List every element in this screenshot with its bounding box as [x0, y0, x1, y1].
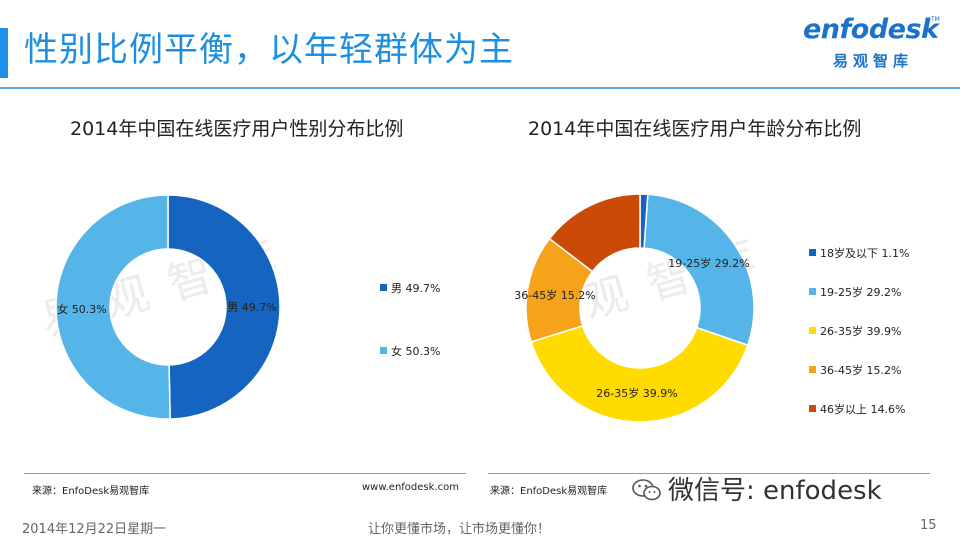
chart1-slice-1 — [55, 194, 171, 420]
chart2-data-label-1: 19-25岁 29.2% — [668, 256, 749, 270]
chart1-legend-swatch-1 — [380, 347, 387, 354]
title-divider — [0, 87, 960, 89]
chart1-data-label-1: 女 50.3% — [57, 302, 106, 316]
logo-text: enfodesk — [803, 14, 939, 45]
page-title: 性别比例平衡，以年轻群体为主 — [24, 30, 514, 70]
chart2-legend-swatch-3 — [809, 366, 816, 373]
chart2-legend-label-3: 36-45岁 15.2% — [820, 364, 902, 377]
chart2-slice-4 — [548, 193, 641, 273]
chart2-legend-label-0: 18岁及以下 1.1% — [820, 247, 910, 260]
chart2-legend-swatch-0 — [809, 249, 816, 256]
chart2-legend-label-4: 46岁以上 14.6% — [820, 403, 906, 416]
chart2-legend-item-1: 19-25岁 29.2% — [809, 284, 901, 300]
title-accent-bar — [0, 28, 8, 78]
chart1-legend-label-0: 男 49.7% — [391, 282, 441, 295]
chart1-legend-item-0: 男 49.7% — [380, 280, 440, 296]
chart1-legend-label-1: 女 50.3% — [391, 345, 441, 358]
chart1-legend-item-1: 女 50.3% — [380, 343, 440, 359]
wechat-id: 微信号: enfodesk — [632, 470, 882, 507]
chart2-slice-2 — [530, 324, 749, 423]
brand-logo: enfodesk TM 易观智库 — [803, 14, 943, 74]
footer-slogan: 让你更懂市场，让市场更懂你！ — [368, 522, 551, 537]
page-number: 15 — [920, 518, 937, 533]
chart2-legend-item-0: 18岁及以下 1.1% — [809, 245, 909, 261]
source-divider-left — [24, 473, 466, 474]
footer-date: 2014年12月22日星期一 — [22, 522, 167, 537]
age-chart-title: 2014年中国在线医疗用户年龄分布比例 — [528, 118, 862, 140]
chart2-legend-item-4: 46岁以上 14.6% — [809, 401, 905, 417]
chart2-legend-label-2: 26-35岁 39.9% — [820, 325, 902, 338]
chart2-data-label-2: 26-35岁 39.9% — [596, 386, 677, 400]
chart2-slice-1 — [643, 193, 755, 347]
source-divider-right — [488, 473, 930, 474]
chart2-legend-item-2: 26-35岁 39.9% — [809, 323, 901, 339]
chart1-legend-swatch-0 — [380, 284, 387, 291]
source-url-left: www.enfodesk.com — [362, 482, 459, 493]
chart2-legend-label-1: 19-25岁 29.2% — [820, 286, 902, 299]
source-right: 来源：EnfoDesk易观智库 — [490, 486, 608, 497]
chart2-legend-swatch-2 — [809, 327, 816, 334]
logo-trademark: TM — [931, 16, 940, 23]
logo-chinese: 易观智库 — [833, 52, 914, 70]
chart1-slice-0 — [167, 194, 281, 420]
chart2-legend-item-3: 36-45岁 15.2% — [809, 362, 901, 378]
source-left: 来源：EnfoDesk易观智库 — [32, 486, 150, 497]
wechat-icon — [632, 479, 661, 501]
chart2-data-label-3: 36-45岁 15.2% — [514, 288, 595, 302]
wechat-text: 微信号: enfodesk — [668, 476, 882, 506]
chart1-data-label-0: 男 49.7% — [227, 301, 276, 314]
gender-chart-title: 2014年中国在线医疗用户性别分布比例 — [70, 118, 404, 140]
chart2-legend-swatch-1 — [809, 288, 816, 295]
chart2-legend-swatch-4 — [809, 405, 816, 412]
